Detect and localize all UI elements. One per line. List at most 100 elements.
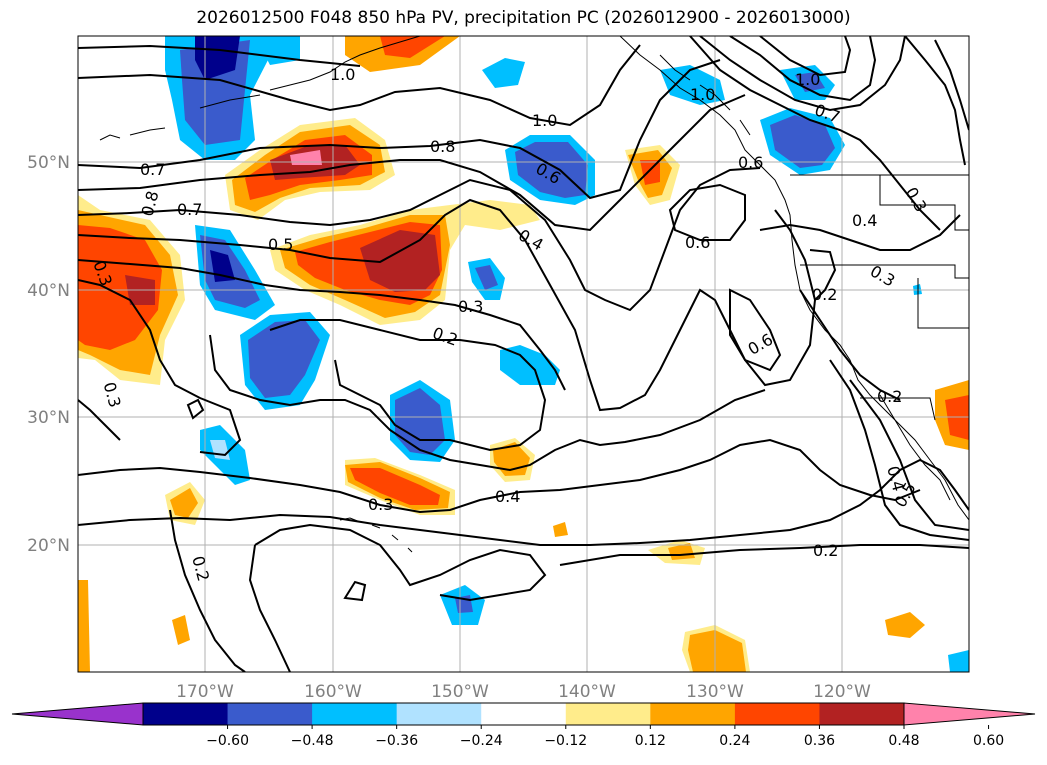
neg-patch (248, 320, 320, 398)
neg-patch (475, 265, 498, 290)
contour-label: 0.2 (877, 387, 902, 406)
pos-patch (170, 488, 198, 518)
colorbar-segment (819, 703, 905, 725)
neg-patch (482, 58, 525, 88)
colorbar-segment (227, 703, 313, 725)
hawaii-coastline (339, 517, 413, 553)
neg-patch (195, 36, 240, 80)
colorbar-min-extend (11, 702, 144, 726)
pos-patch (360, 230, 440, 292)
contour-label: 0.4 (495, 487, 520, 506)
contour-line (809, 249, 837, 301)
north-america-coastline (619, 36, 969, 521)
contour-line (78, 438, 921, 514)
contour-line (699, 36, 906, 112)
colorbar-tick-label: 0.60 (973, 733, 1004, 749)
contour-line (169, 509, 246, 672)
colorbar-tick-label: −0.48 (291, 733, 334, 749)
lat-label-30: 30°N (27, 408, 70, 428)
contour-line (254, 523, 547, 602)
neg-patch (948, 650, 969, 672)
contour-label: 1.0 (690, 85, 715, 104)
contour-line (78, 44, 641, 127)
contour-line (689, 36, 941, 231)
contour-line (904, 36, 966, 166)
state-border (879, 175, 969, 231)
contour-line (934, 39, 969, 131)
colorbar-tick-label: −0.12 (544, 733, 587, 749)
colorbar-tick-label: 0.48 (888, 733, 919, 749)
contour-line (78, 44, 361, 67)
alaska-panhandle-coastline (659, 54, 751, 136)
neg-patch (770, 115, 835, 168)
colorbar-max-extend (903, 702, 1036, 726)
contour-line (759, 214, 961, 251)
contour-label: 0.8 (430, 137, 455, 156)
baja-coastline (879, 394, 951, 501)
pv-contours (78, 36, 969, 672)
contour-label: 1.0 (330, 65, 355, 84)
lon-label-130: 130°W (686, 682, 744, 702)
colorbar-segment (481, 703, 567, 725)
colorbar-segment (312, 703, 398, 725)
colorbar-tick-label: −0.60 (206, 733, 249, 749)
contour-label: 0.3 (368, 495, 393, 514)
pos-patch (380, 36, 445, 58)
contour-label: 0.6 (738, 153, 763, 172)
contour-line (849, 379, 969, 531)
colorbar-frame (142, 702, 905, 726)
contour-line (186, 398, 205, 420)
map-title: 2026012500 F048 850 hPa PV, precipitatio… (196, 8, 851, 28)
contour-line (78, 279, 242, 457)
colorbar-segment (396, 703, 482, 725)
state-border (917, 278, 969, 329)
lon-label-160: 160°W (304, 682, 362, 702)
contour-label: 0.7 (140, 160, 165, 179)
contour-line (78, 94, 746, 232)
colorbar-tick-label: 0.24 (719, 733, 750, 749)
lat-label-20: 20°N (27, 536, 70, 556)
contour-line (269, 319, 547, 452)
contour-line (729, 288, 782, 372)
pos-patch (350, 468, 440, 505)
pos-patch (290, 150, 322, 165)
latitude-labels: 50°N 40°N 30°N 20°N (27, 153, 70, 556)
state-border (800, 264, 969, 279)
contour-line (829, 359, 969, 541)
colorbar-tick-label: 0.12 (635, 733, 666, 749)
lon-label-170: 170°W (176, 682, 234, 702)
us-mexico-border (860, 397, 936, 421)
contour-line (668, 183, 746, 241)
contour-label: 0.2 (812, 285, 837, 304)
pos-patch (78, 225, 162, 350)
pos-patch (78, 580, 90, 672)
contour-label: 1.0 (532, 111, 557, 130)
contour-line (343, 580, 367, 602)
colorbar-tick-label: −0.24 (460, 733, 503, 749)
lat-label-40: 40°N (27, 281, 70, 301)
contour-line (78, 399, 121, 441)
lat-label-50: 50°N (27, 153, 70, 173)
colorbar-segment (143, 703, 229, 725)
contour-label: 0.4 (852, 211, 877, 230)
contour-line (209, 334, 766, 472)
pos-patch (688, 630, 746, 672)
contour-line (78, 259, 566, 391)
colorbar-ticks: −0.60 −0.48 −0.36 −0.24 −0.12 0.12 0.24 0.36 0.4… (206, 725, 1004, 749)
contour-label: 0.7 (177, 200, 202, 219)
colorbar-segment (734, 703, 820, 725)
colorbar-segment (650, 703, 736, 725)
map-area: 1.0 1.0 1.0 1.0 0.8 0.7 0.7 0.8 0.6 0.6 … (78, 36, 969, 672)
colorbar-tick-label: 0.36 (804, 733, 835, 749)
contour-label: 0.6 (685, 233, 710, 252)
colorbar: −0.60 −0.48 −0.36 −0.24 −0.12 0.12 0.24 0.36 0.4… (11, 702, 1036, 749)
contour-line (78, 198, 817, 412)
contour-label: 0.3 (458, 297, 483, 316)
pos-patch (172, 615, 190, 645)
contour-label: 1.0 (795, 70, 820, 89)
pos-patch (885, 612, 925, 638)
contour-label: 0.2 (813, 541, 838, 560)
coastlines (99, 36, 969, 553)
contour-line (799, 289, 901, 401)
